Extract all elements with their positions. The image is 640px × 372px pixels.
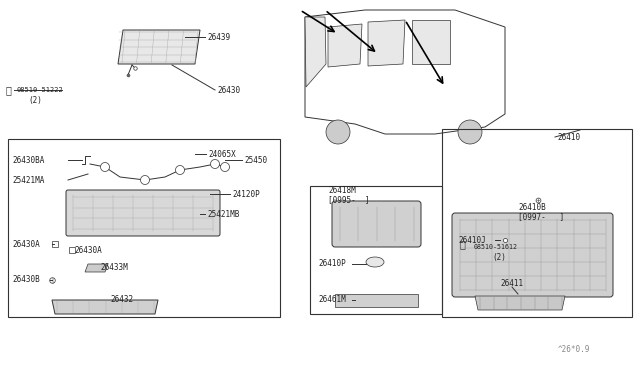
Text: 26410: 26410 [557,132,580,141]
Text: [0995-  ]: [0995- ] [328,196,370,205]
Text: 26410B: 26410B [518,202,546,212]
Text: |: | [51,277,53,283]
Text: (2): (2) [28,96,42,105]
Polygon shape [52,300,158,314]
Bar [310,186,442,314]
Circle shape [100,163,109,171]
Ellipse shape [366,257,384,267]
Text: 24120P: 24120P [232,189,260,199]
Text: 26439: 26439 [207,32,230,42]
Text: +: + [536,198,540,202]
Text: 25421MB: 25421MB [207,209,239,218]
Text: 26410J: 26410J [458,235,486,244]
FancyBboxPatch shape [66,190,220,236]
Text: 26430A: 26430A [12,240,40,248]
Polygon shape [85,264,108,272]
Text: 08510-51612: 08510-51612 [474,244,518,250]
Text: (2): (2) [492,253,506,262]
Text: [0997-   ]: [0997- ] [518,212,564,221]
Text: +: + [125,73,131,77]
Text: 26418M: 26418M [328,186,356,195]
Text: 26433M: 26433M [100,263,128,272]
Text: 26430: 26430 [217,86,240,94]
FancyBboxPatch shape [332,201,421,247]
Text: 26411: 26411 [500,279,523,289]
Text: 08510-51222: 08510-51222 [16,87,63,93]
Circle shape [175,166,184,174]
Circle shape [141,176,150,185]
Text: 26410P: 26410P [318,260,346,269]
Polygon shape [412,20,450,64]
Polygon shape [305,17,326,87]
Polygon shape [118,30,200,64]
Text: 25421MA: 25421MA [12,176,44,185]
Circle shape [326,120,350,144]
Text: 25450: 25450 [244,155,267,164]
Circle shape [221,163,230,171]
Circle shape [211,160,220,169]
Text: 26461M: 26461M [318,295,346,305]
Text: Ⓢ: Ⓢ [5,85,11,95]
Polygon shape [328,24,362,67]
FancyBboxPatch shape [452,213,613,297]
Text: 26432: 26432 [110,295,133,305]
Text: ^26*0.9: ^26*0.9 [557,346,590,355]
Circle shape [458,120,482,144]
Text: 26430A: 26430A [74,246,102,254]
Polygon shape [368,20,405,66]
Polygon shape [335,294,418,307]
Polygon shape [475,296,565,310]
Bar [8,139,280,317]
Text: Ⓢ: Ⓢ [459,239,465,249]
Text: 26430B: 26430B [12,276,40,285]
Text: 24065X: 24065X [208,150,236,158]
Bar [442,129,632,317]
Text: 26430BA: 26430BA [12,155,44,164]
